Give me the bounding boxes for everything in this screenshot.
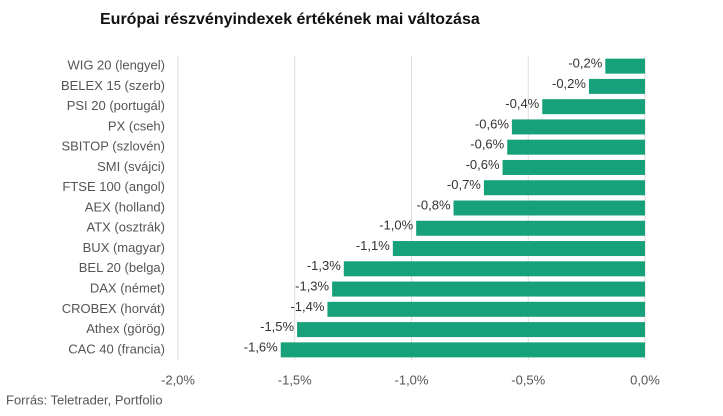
bar [297, 322, 645, 338]
x-tick-label: -1,0% [395, 372, 429, 387]
data-label: -1,4% [290, 299, 324, 314]
y-tick-label: CROBEX (horvát) [62, 301, 165, 316]
bar [332, 281, 645, 297]
bar [343, 261, 645, 277]
data-label: -0,4% [505, 96, 539, 111]
data-label: -0,8% [417, 197, 451, 212]
y-tick-label: BEL 20 (belga) [79, 260, 165, 275]
data-label: -0,6% [466, 157, 500, 172]
x-tick-label: -2,0% [161, 372, 195, 387]
source: Forrás: Teletrader, Portfolio [6, 392, 163, 407]
bar [280, 342, 645, 358]
bar [588, 78, 645, 94]
y-tick-label: CAC 40 (francia) [68, 341, 165, 356]
y-tick-label: BUX (magyar) [83, 240, 165, 255]
y-tick-label: AEX (holland) [85, 199, 165, 214]
x-tick-label: -1,5% [278, 372, 312, 387]
y-tick-label: FTSE 100 (angol) [62, 179, 165, 194]
bar [483, 180, 645, 196]
data-label: -0,2% [552, 76, 586, 91]
y-tick-label: BELEX 15 (szerb) [61, 78, 165, 93]
data-label: -1,3% [307, 258, 341, 273]
bar [605, 58, 645, 74]
bar [453, 200, 645, 216]
x-tick-label: -0,5% [511, 372, 545, 387]
y-tick-label: SMI (svájci) [97, 159, 165, 174]
data-label: -0,6% [475, 116, 509, 131]
data-label: -1,3% [295, 279, 329, 294]
data-label: -1,6% [244, 339, 278, 354]
y-tick-label: DAX (német) [90, 281, 165, 296]
bar [392, 241, 645, 257]
data-label: -1,1% [356, 238, 390, 253]
y-tick-label: PSI 20 (portugál) [67, 98, 165, 113]
y-tick-label: SBITOP (szlovén) [61, 139, 165, 154]
data-label: -0,2% [568, 56, 602, 71]
bar [511, 119, 645, 135]
x-tick-label: 0,0% [630, 372, 660, 387]
bar [327, 301, 645, 317]
y-tick-label: PX (cseh) [108, 118, 165, 133]
bar [542, 99, 645, 115]
chart-title: Európai részvényindexek értékének mai vá… [100, 11, 480, 28]
bar [507, 139, 645, 155]
y-tick-label: ATX (osztrák) [87, 220, 166, 235]
bar [416, 220, 645, 236]
data-label: -1,0% [379, 218, 413, 233]
bar [502, 159, 645, 175]
data-label: -0,6% [470, 137, 504, 152]
y-tick-label: WIG 20 (lengyel) [67, 58, 165, 73]
data-label: -0,7% [447, 177, 481, 192]
y-tick-label: Athex (görög) [86, 321, 165, 336]
data-label: -1,5% [260, 319, 294, 334]
